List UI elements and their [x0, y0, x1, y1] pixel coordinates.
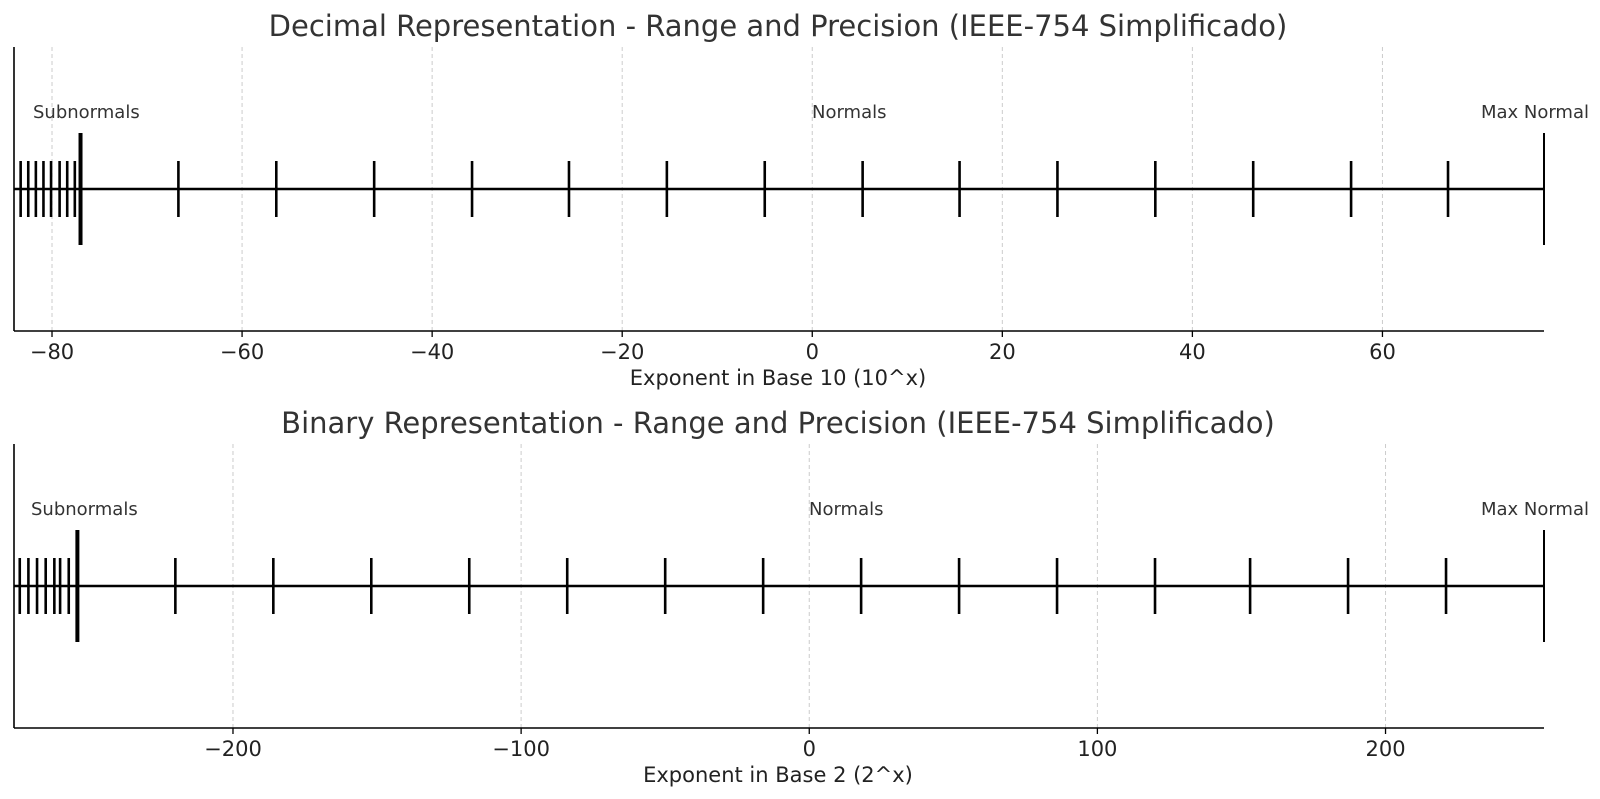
binary-x-ticks: −200 −100 0 100 200 [204, 728, 1406, 761]
binary-x-tick-label: 100 [1077, 737, 1117, 761]
decimal-x-tick-label: 60 [1369, 340, 1396, 364]
decimal-chart-title: Decimal Representation - Range and Preci… [269, 9, 1288, 43]
binary-x-axis-label: Exponent in Base 2 (2^x) [643, 763, 913, 787]
binary-chart-title: Binary Representation - Range and Precis… [281, 406, 1275, 440]
decimal-x-ticks: −80 −60 −40 −20 0 20 40 60 [30, 331, 1396, 364]
binary-x-tick-label: 0 [803, 737, 816, 761]
binary-max-normal-label: Max Normal [1481, 499, 1589, 520]
binary-normals-label: Normals [809, 499, 884, 520]
decimal-x-tick-label: 0 [806, 340, 819, 364]
binary-subnormals-label: Subnormals [31, 499, 138, 520]
binary-x-tick-label: −200 [204, 737, 262, 761]
decimal-x-tick-label: −60 [220, 340, 264, 364]
decimal-x-tick-label: 40 [1179, 340, 1206, 364]
decimal-x-axis-label: Exponent in Base 10 (10^x) [630, 366, 926, 390]
decimal-panel: Decimal Representation - Range and Preci… [13, 9, 1589, 390]
decimal-x-tick-label: −40 [410, 340, 454, 364]
decimal-x-tick-label: 20 [989, 340, 1016, 364]
binary-x-tick-label: 200 [1365, 737, 1405, 761]
binary-panel: Binary Representation - Range and Precis… [13, 406, 1589, 787]
binary-marks [14, 530, 1545, 642]
decimal-normals-label: Normals [812, 102, 887, 123]
binary-x-tick-label: −100 [492, 737, 550, 761]
decimal-max-normal-label: Max Normal [1481, 102, 1589, 123]
decimal-marks [14, 133, 1545, 245]
decimal-x-tick-label: −20 [600, 340, 644, 364]
decimal-subnormals-label: Subnormals [33, 102, 140, 123]
decimal-x-tick-label: −80 [30, 340, 74, 364]
